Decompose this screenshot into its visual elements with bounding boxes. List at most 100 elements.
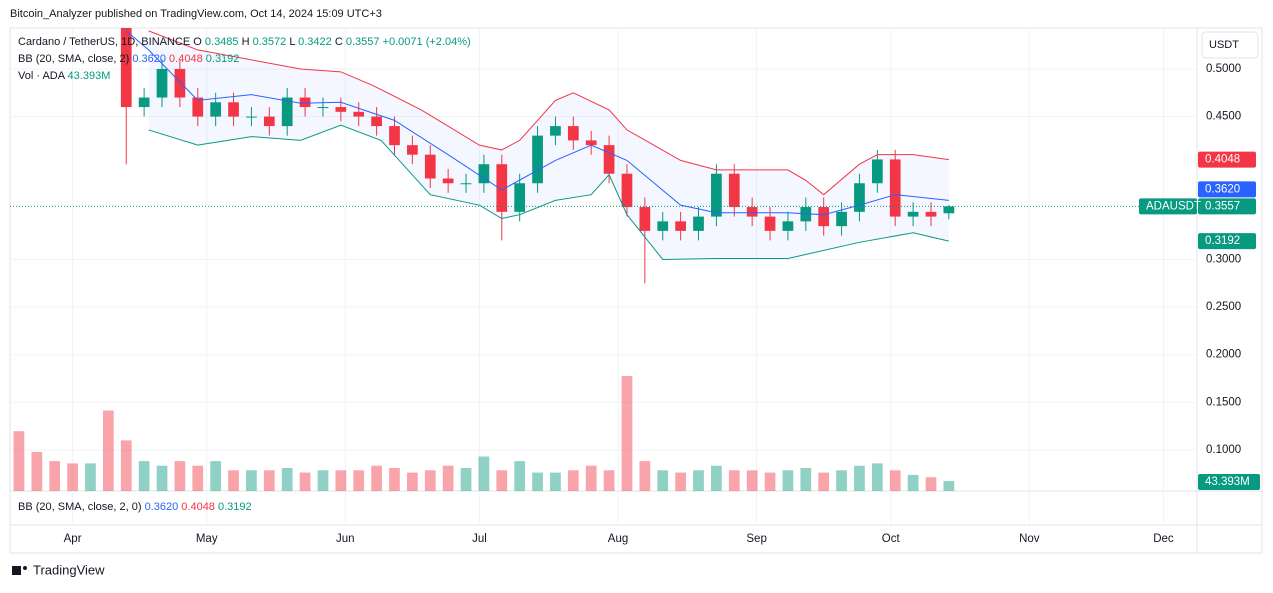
low-value: 0.3422 [298, 36, 332, 48]
bb-lower: 0.3192 [206, 53, 240, 65]
candle-body [818, 207, 830, 227]
volume-bar [228, 470, 239, 491]
x-tick-label: Dec [1153, 533, 1174, 545]
candle-body [675, 221, 686, 231]
volume-bar [657, 470, 669, 491]
candle-body [621, 173, 633, 208]
volume-price-label-box [1198, 474, 1260, 490]
candle-body [746, 207, 758, 217]
x-tick-label: Jun [336, 533, 355, 545]
y-tick-label: 0.4500 [1206, 111, 1241, 123]
last-price-label-box [1198, 198, 1256, 215]
volume-bar [871, 463, 883, 491]
y-tick-label: 0.2000 [1206, 349, 1241, 361]
candle-body [889, 159, 901, 217]
volume-bar [353, 470, 365, 491]
volume-bar [120, 440, 132, 491]
volume-price-label: 43.393M [1205, 476, 1250, 488]
volume-bar [317, 470, 329, 491]
vol-value: 43.393M [68, 70, 111, 82]
bb-legend: BB (20, SMA, close, 2) [18, 53, 129, 65]
brand: TradingView [33, 562, 105, 577]
volume-bar [478, 456, 490, 491]
volume-bar [49, 461, 61, 491]
y-tick-label: 0.5000 [1206, 63, 1241, 75]
candle-body [496, 164, 508, 212]
volume-bar [675, 472, 686, 491]
middle-price-label-box [1198, 181, 1256, 198]
volume-bar [13, 431, 25, 491]
candle-body [532, 135, 543, 184]
candle-body [567, 126, 579, 141]
volume-bar [907, 474, 919, 491]
candle-body [210, 102, 222, 117]
middle-price-label: 0.3620 [1205, 183, 1240, 195]
volume-bar [746, 470, 758, 491]
volume-bar [31, 451, 43, 491]
volume-bar [603, 470, 615, 491]
candle-body [389, 126, 400, 146]
volume-bar [335, 470, 347, 491]
candle-body [836, 211, 847, 227]
ticker-label-box [1139, 198, 1197, 215]
volume-bar [693, 470, 704, 491]
candle-body [281, 97, 293, 127]
candle-body [299, 97, 311, 108]
candle-body [871, 159, 883, 184]
volume-bar [854, 465, 865, 491]
bb-pane-legend: BB (20, SMA, close, 2, 0) [18, 501, 142, 513]
currency-button[interactable] [1201, 31, 1259, 59]
volume-bar [764, 472, 776, 491]
candle-body [782, 221, 794, 231]
x-tick-label: Aug [608, 533, 628, 545]
lower-price-label-box [1198, 233, 1256, 250]
candle-body [263, 116, 275, 127]
currency[interactable]: USDT [1209, 39, 1239, 51]
candle-body [657, 221, 669, 231]
candle-body [317, 107, 329, 109]
x-tick-label: May [196, 533, 218, 545]
candle-body [639, 207, 651, 231]
volume-bar [299, 472, 311, 491]
volume-bar [728, 470, 740, 491]
volume-bar [67, 463, 78, 491]
x-tick-label: Apr [64, 533, 82, 545]
candle-body [728, 173, 740, 208]
volume-bar [567, 470, 579, 491]
candle-body [228, 102, 239, 117]
volume-bar [639, 461, 651, 491]
publisher: Bitcoin_Analyzer published on TradingVie… [10, 8, 382, 20]
upper-price-label: 0.4048 [1205, 154, 1240, 166]
volume-bar [246, 470, 257, 491]
tv-logo [12, 566, 27, 575]
open-value: 0.3485 [205, 36, 239, 48]
candle-body [138, 97, 150, 108]
candle-body [371, 116, 382, 127]
legend-row: BB (20, SMA, close, 2, 0) 0.3620 0.4048 … [18, 501, 252, 513]
y-tick-label: 0.3000 [1206, 253, 1241, 265]
volume-bar [424, 470, 436, 491]
ticker-label: ADAUSDT [1146, 200, 1201, 212]
volume-bar [585, 465, 597, 491]
close-value: 0.3557 [346, 36, 380, 48]
bb-lower: 0.3192 [218, 501, 252, 513]
volume-bar [925, 477, 937, 491]
band-line [125, 30, 949, 216]
volume-bar [156, 465, 168, 491]
candle-body [353, 111, 365, 117]
key: O [193, 36, 202, 48]
volume-bar [281, 468, 293, 491]
volume-bar [532, 472, 543, 491]
key: L [289, 36, 295, 48]
band-fill [148, 30, 949, 260]
volume-bar [514, 461, 526, 491]
last-price-label: 0.3557 [1205, 200, 1240, 212]
volume-bar [85, 463, 96, 491]
x-tick-label: Nov [1019, 533, 1040, 545]
x-tick-label: Jul [472, 533, 487, 545]
x-tick-label: Oct [882, 533, 901, 545]
vol-legend: Vol · ADA [18, 70, 66, 82]
high-value: 0.3572 [253, 36, 287, 48]
candle-body [514, 183, 526, 212]
